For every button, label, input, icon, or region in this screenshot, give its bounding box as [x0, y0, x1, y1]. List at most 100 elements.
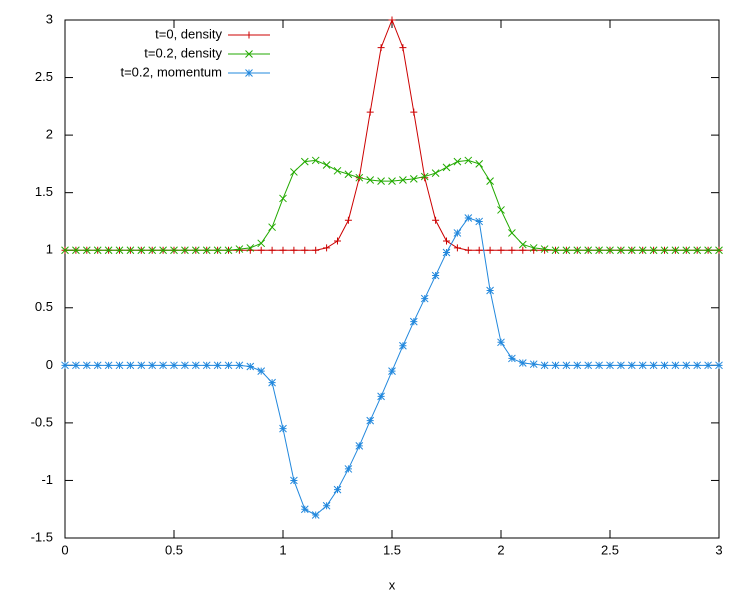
data-point	[551, 361, 560, 370]
data-point	[279, 424, 287, 433]
data-point	[693, 246, 702, 255]
data-point	[148, 246, 157, 255]
y-tick-label: -1.5	[31, 529, 53, 544]
data-point	[93, 361, 102, 370]
data-point	[366, 176, 375, 184]
data-point	[137, 246, 146, 255]
data-point	[334, 237, 341, 245]
legend-label: t=0, density	[155, 26, 222, 41]
data-point	[191, 361, 200, 370]
data-point	[617, 246, 625, 255]
data-point	[704, 246, 712, 255]
data-point	[442, 163, 451, 172]
data-point	[246, 244, 255, 252]
legend-marker	[245, 50, 253, 58]
data-point	[638, 361, 647, 370]
data-point	[290, 168, 298, 176]
data-point	[311, 156, 320, 165]
data-point	[344, 465, 353, 473]
data-point	[301, 246, 309, 254]
data-point	[660, 246, 669, 255]
data-point	[61, 246, 69, 255]
data-point	[541, 246, 549, 254]
data-point	[115, 246, 124, 255]
data-point	[377, 44, 385, 52]
data-point	[202, 246, 211, 255]
data-point	[213, 246, 222, 255]
data-point	[300, 157, 309, 166]
data-point	[431, 169, 440, 177]
data-point	[420, 172, 429, 181]
data-point	[224, 246, 233, 255]
data-point	[627, 246, 636, 255]
data-point	[279, 246, 287, 254]
y-tick-label: 1.5	[35, 184, 53, 199]
data-point	[235, 361, 244, 370]
y-tick-label: 0.5	[35, 299, 53, 314]
data-point	[649, 361, 658, 370]
data-point	[235, 245, 244, 253]
data-point	[148, 361, 157, 370]
data-point	[475, 160, 484, 168]
data-point	[715, 361, 723, 370]
data-point	[682, 246, 691, 255]
data-point	[126, 246, 135, 255]
data-point	[519, 246, 527, 254]
data-point	[181, 246, 189, 255]
data-point	[562, 246, 571, 255]
y-tick-label: -0.5	[31, 414, 53, 429]
data-point	[649, 246, 658, 255]
y-tick-label: 1	[46, 242, 53, 257]
x-tick-label: 2	[497, 542, 504, 557]
data-point	[333, 166, 342, 175]
data-point	[497, 206, 505, 214]
data-point	[322, 501, 331, 510]
x-tick-label: 0.5	[165, 542, 183, 557]
data-point	[333, 485, 342, 494]
data-point	[464, 214, 473, 222]
data-point	[660, 361, 669, 370]
data-point	[104, 246, 113, 255]
data-point	[355, 442, 364, 450]
data-point	[562, 361, 571, 370]
data-point	[72, 246, 80, 255]
y-tick-label: -1	[41, 472, 53, 487]
legend-marker	[245, 31, 253, 39]
data-point	[377, 392, 385, 401]
data-point	[323, 244, 331, 252]
legend-label: t=0.2, density	[144, 45, 222, 60]
data-point	[399, 44, 407, 52]
data-point	[72, 361, 80, 370]
data-point	[257, 367, 266, 375]
data-point	[181, 361, 189, 370]
data-point	[388, 16, 396, 24]
data-point	[355, 173, 364, 182]
data-point	[126, 361, 135, 370]
data-point	[399, 176, 407, 184]
data-point	[322, 161, 331, 169]
data-point	[573, 361, 582, 370]
data-point	[453, 157, 462, 166]
data-point	[409, 317, 418, 326]
data-point	[443, 237, 450, 245]
data-point	[540, 361, 549, 370]
data-point	[529, 244, 538, 252]
data-point	[529, 360, 538, 369]
data-point	[61, 361, 69, 370]
data-point	[300, 505, 309, 514]
data-point	[388, 177, 396, 186]
x-tick-label: 1.5	[383, 542, 401, 557]
series-line	[65, 159, 719, 251]
data-point	[257, 239, 266, 248]
data-point	[170, 246, 178, 255]
data-point	[704, 361, 712, 370]
x-tick-label: 1	[279, 542, 286, 557]
data-point	[442, 248, 451, 257]
data-point	[540, 245, 549, 253]
data-point	[508, 246, 516, 254]
data-point	[627, 361, 636, 370]
data-point	[410, 108, 418, 116]
data-point	[290, 246, 298, 254]
